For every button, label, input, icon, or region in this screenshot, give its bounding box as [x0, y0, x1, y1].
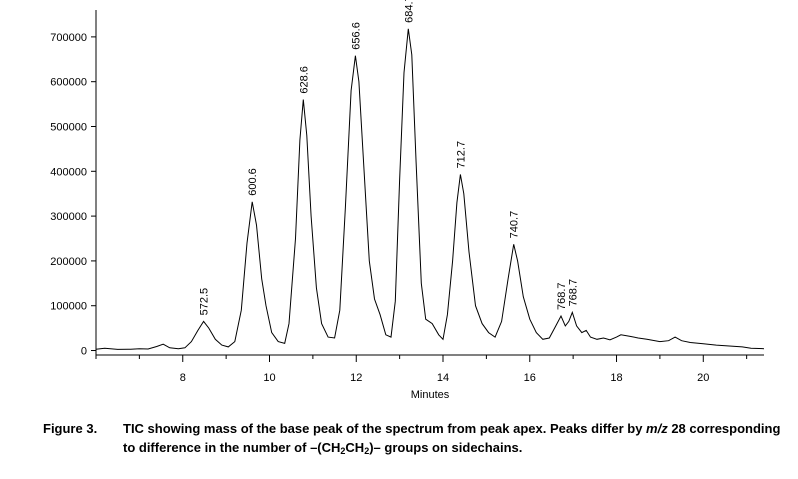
- caption-text-start: TIC showing mass of the base peak of the…: [123, 421, 647, 436]
- y-tick-label: 700000: [50, 32, 87, 44]
- y-tick-label: 600000: [50, 77, 87, 89]
- y-tick-label: 400000: [50, 166, 87, 178]
- peak-label: 740.7: [509, 211, 521, 239]
- x-tick-label: 20: [697, 372, 709, 384]
- peak-label: 684.7: [403, 0, 415, 23]
- y-tick-label: 500000: [50, 121, 87, 133]
- peak-label: 768.7: [556, 282, 568, 310]
- figure-number: Figure 3.: [43, 421, 98, 436]
- peak-labels: 572.5 600.6 628.6 656.6 684.7 712.7 740.7 768.7…: [199, 0, 580, 315]
- y-tick-label: 100000: [50, 301, 87, 313]
- figure-caption-text: TIC showing mass of the base peak of the…: [123, 419, 783, 457]
- x-tick-label: 18: [610, 372, 622, 384]
- peak-label: 572.5: [199, 288, 211, 316]
- caption-ch: CH: [345, 440, 365, 455]
- x-tick-label: 12: [350, 372, 362, 384]
- x-tick-label: 16: [524, 372, 536, 384]
- x-tick-label: 14: [437, 372, 449, 384]
- tic-trace-line: [95, 28, 765, 350]
- y-tick-label: 300000: [50, 211, 87, 223]
- peak-label: 600.6: [247, 168, 259, 196]
- caption-subscript-2: 2: [364, 446, 370, 456]
- x-axis-title: Minutes: [411, 389, 450, 401]
- y-tick-label: 200000: [50, 256, 87, 268]
- x-axis-ticks: 8 10 12 14 16 18 20: [95, 355, 748, 384]
- peak-label: 628.6: [298, 66, 310, 94]
- caption-subscript-1: 2: [340, 446, 346, 456]
- x-tick-label: 10: [263, 372, 275, 384]
- peak-label: 768.7: [567, 279, 579, 307]
- peak-label: 656.6: [350, 22, 362, 50]
- peak-label: 712.7: [455, 141, 467, 169]
- y-tick-label: 0: [81, 346, 87, 358]
- caption-text-end: )– groups on sidechains.: [369, 440, 523, 455]
- chromatogram-chart: 0 100000 200000 300000 400000 500000 600000 700…: [50, 0, 765, 401]
- x-tick-label: 8: [180, 372, 186, 384]
- caption-mz: m/z: [646, 421, 668, 436]
- caption-text-mid: 28 corresponding to difference in the nu…: [123, 421, 781, 455]
- y-axis-ticks: 0 100000 200000 300000 400000 500000 600000 700…: [50, 32, 96, 358]
